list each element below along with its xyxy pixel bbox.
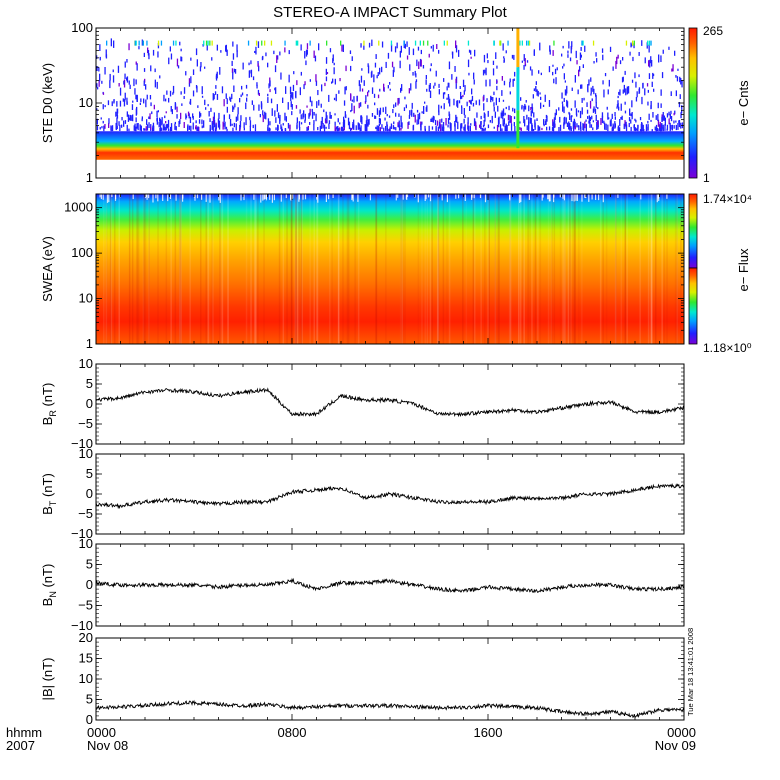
swea-colorbar: 1.74×10⁴ 1.18×10⁰ e− Flux <box>688 192 752 355</box>
swea-colorbar-gradient-lower <box>688 267 698 345</box>
swea-panel <box>96 194 684 344</box>
panel-bmag-trace <box>95 699 685 719</box>
panel-bmag-axes: 20 15 10 5 0 |B| (nT) <box>40 630 685 727</box>
ste-burst <box>516 28 520 149</box>
panel-bt-ytick: 0 <box>86 486 93 501</box>
panel-swea-ytick: 100 <box>71 245 93 260</box>
panel-bt-trace <box>95 482 685 510</box>
panel-bn-ytick: 0 <box>86 577 93 592</box>
panel-br-axes: 10 5 0 −5 −10 BR (nT) <box>40 356 685 451</box>
ste-colorbar-max: 265 <box>703 24 723 38</box>
panel-swea-ytick: 10 <box>79 291 93 306</box>
panel-ste-ytick: 1 <box>86 170 93 185</box>
ste-panel <box>96 28 684 160</box>
panel-br-trace <box>95 387 685 418</box>
panel-bn-ytick: 5 <box>86 557 93 572</box>
time-tick-label: 0000 <box>667 725 696 740</box>
panel-bmag-ytick: 10 <box>79 671 93 686</box>
time-date-label: Nov 09 <box>655 738 696 753</box>
panel-br-ytick: 0 <box>86 396 93 411</box>
swea-spectrogram <box>96 194 684 344</box>
panel-ste-ylabel: STE D0 (keV) <box>40 63 55 143</box>
time-tick-label: 0800 <box>278 725 307 740</box>
panel-bn-ytick: −5 <box>78 598 93 613</box>
panel-bt-ytick: 10 <box>79 446 93 461</box>
panel-swea-axes: 1 10 100 1000 SWEA (eV) <box>40 193 685 351</box>
panel-bn-ylabel: BN (nT) <box>40 564 58 607</box>
panel-ste-ytick: 10 <box>79 95 93 110</box>
panel-bmag-ytick: 0 <box>86 712 93 727</box>
ste-colorbar-gradient <box>688 27 698 179</box>
panel-br-ylabel: BR (nT) <box>40 383 58 426</box>
panel-bn-trace <box>95 577 685 594</box>
panel-bn-axes: 10 5 0 −5 −10 BN (nT) <box>40 536 685 633</box>
swea-colorbar-max: 1.74×10⁴ <box>703 192 752 206</box>
panel-ste-axes: 1 10 100 STE D0 (keV) <box>40 20 685 185</box>
ste-colorbar: 265 1 e− Cnts <box>688 24 751 185</box>
panel-ste-ytick: 100 <box>71 20 93 35</box>
time-tick-label: 1600 <box>474 725 503 740</box>
ste-band <box>96 131 684 160</box>
panel-bt-axes: 10 5 0 −5 −10 BT (nT) <box>40 446 685 541</box>
ste-colorbar-label: e− Cnts <box>736 80 751 126</box>
swea-colorbar-min: 1.18×10⁰ <box>703 341 752 355</box>
panel-swea-ytick: 1000 <box>64 200 93 215</box>
panel-br-frame <box>95 363 685 445</box>
swea-streaks <box>99 194 682 344</box>
ste-colorbar-min: 1 <box>703 171 710 185</box>
panel-bt-ytick: −5 <box>78 506 93 521</box>
panel-bmag-ytick: 5 <box>86 692 93 707</box>
panel-bmag-ytick: 15 <box>79 651 93 666</box>
time-tick-label: 0000 <box>87 725 116 740</box>
panel-swea-ylabel: SWEA (eV) <box>40 236 55 302</box>
panel-bn-ytick: −10 <box>71 618 93 633</box>
panel-br-ytick: −10 <box>71 436 93 451</box>
panel-br-ytick: −5 <box>78 416 93 431</box>
timestamp: Tue Mar 18 13:41:01 2008 <box>686 628 695 716</box>
ste-sparse-dots <box>96 38 684 132</box>
chart-title: STEREO-A IMPACT Summary Plot <box>273 4 507 21</box>
panel-bt-ytick: 5 <box>86 466 93 481</box>
swea-colorbar-label: e− Flux <box>736 248 751 291</box>
swea-colorbar-gradient <box>688 193 698 269</box>
panel-bmag-ylabel: |B| (nT) <box>40 658 55 701</box>
time-axis-year: 2007 <box>6 738 35 753</box>
panel-bmag-ytick: 20 <box>79 630 93 645</box>
panel-bt-ytick: −10 <box>71 526 93 541</box>
panel-br-ytick: 10 <box>79 356 93 371</box>
time-date-label: Nov 08 <box>87 738 128 753</box>
panel-swea-ytick: 1 <box>86 336 93 351</box>
panel-bn-ytick: 10 <box>79 536 93 551</box>
time-axis-hhmm: hhmm <box>6 725 42 740</box>
panel-br-ytick: 5 <box>86 376 93 391</box>
panel-bt-ylabel: BT (nT) <box>40 473 58 515</box>
